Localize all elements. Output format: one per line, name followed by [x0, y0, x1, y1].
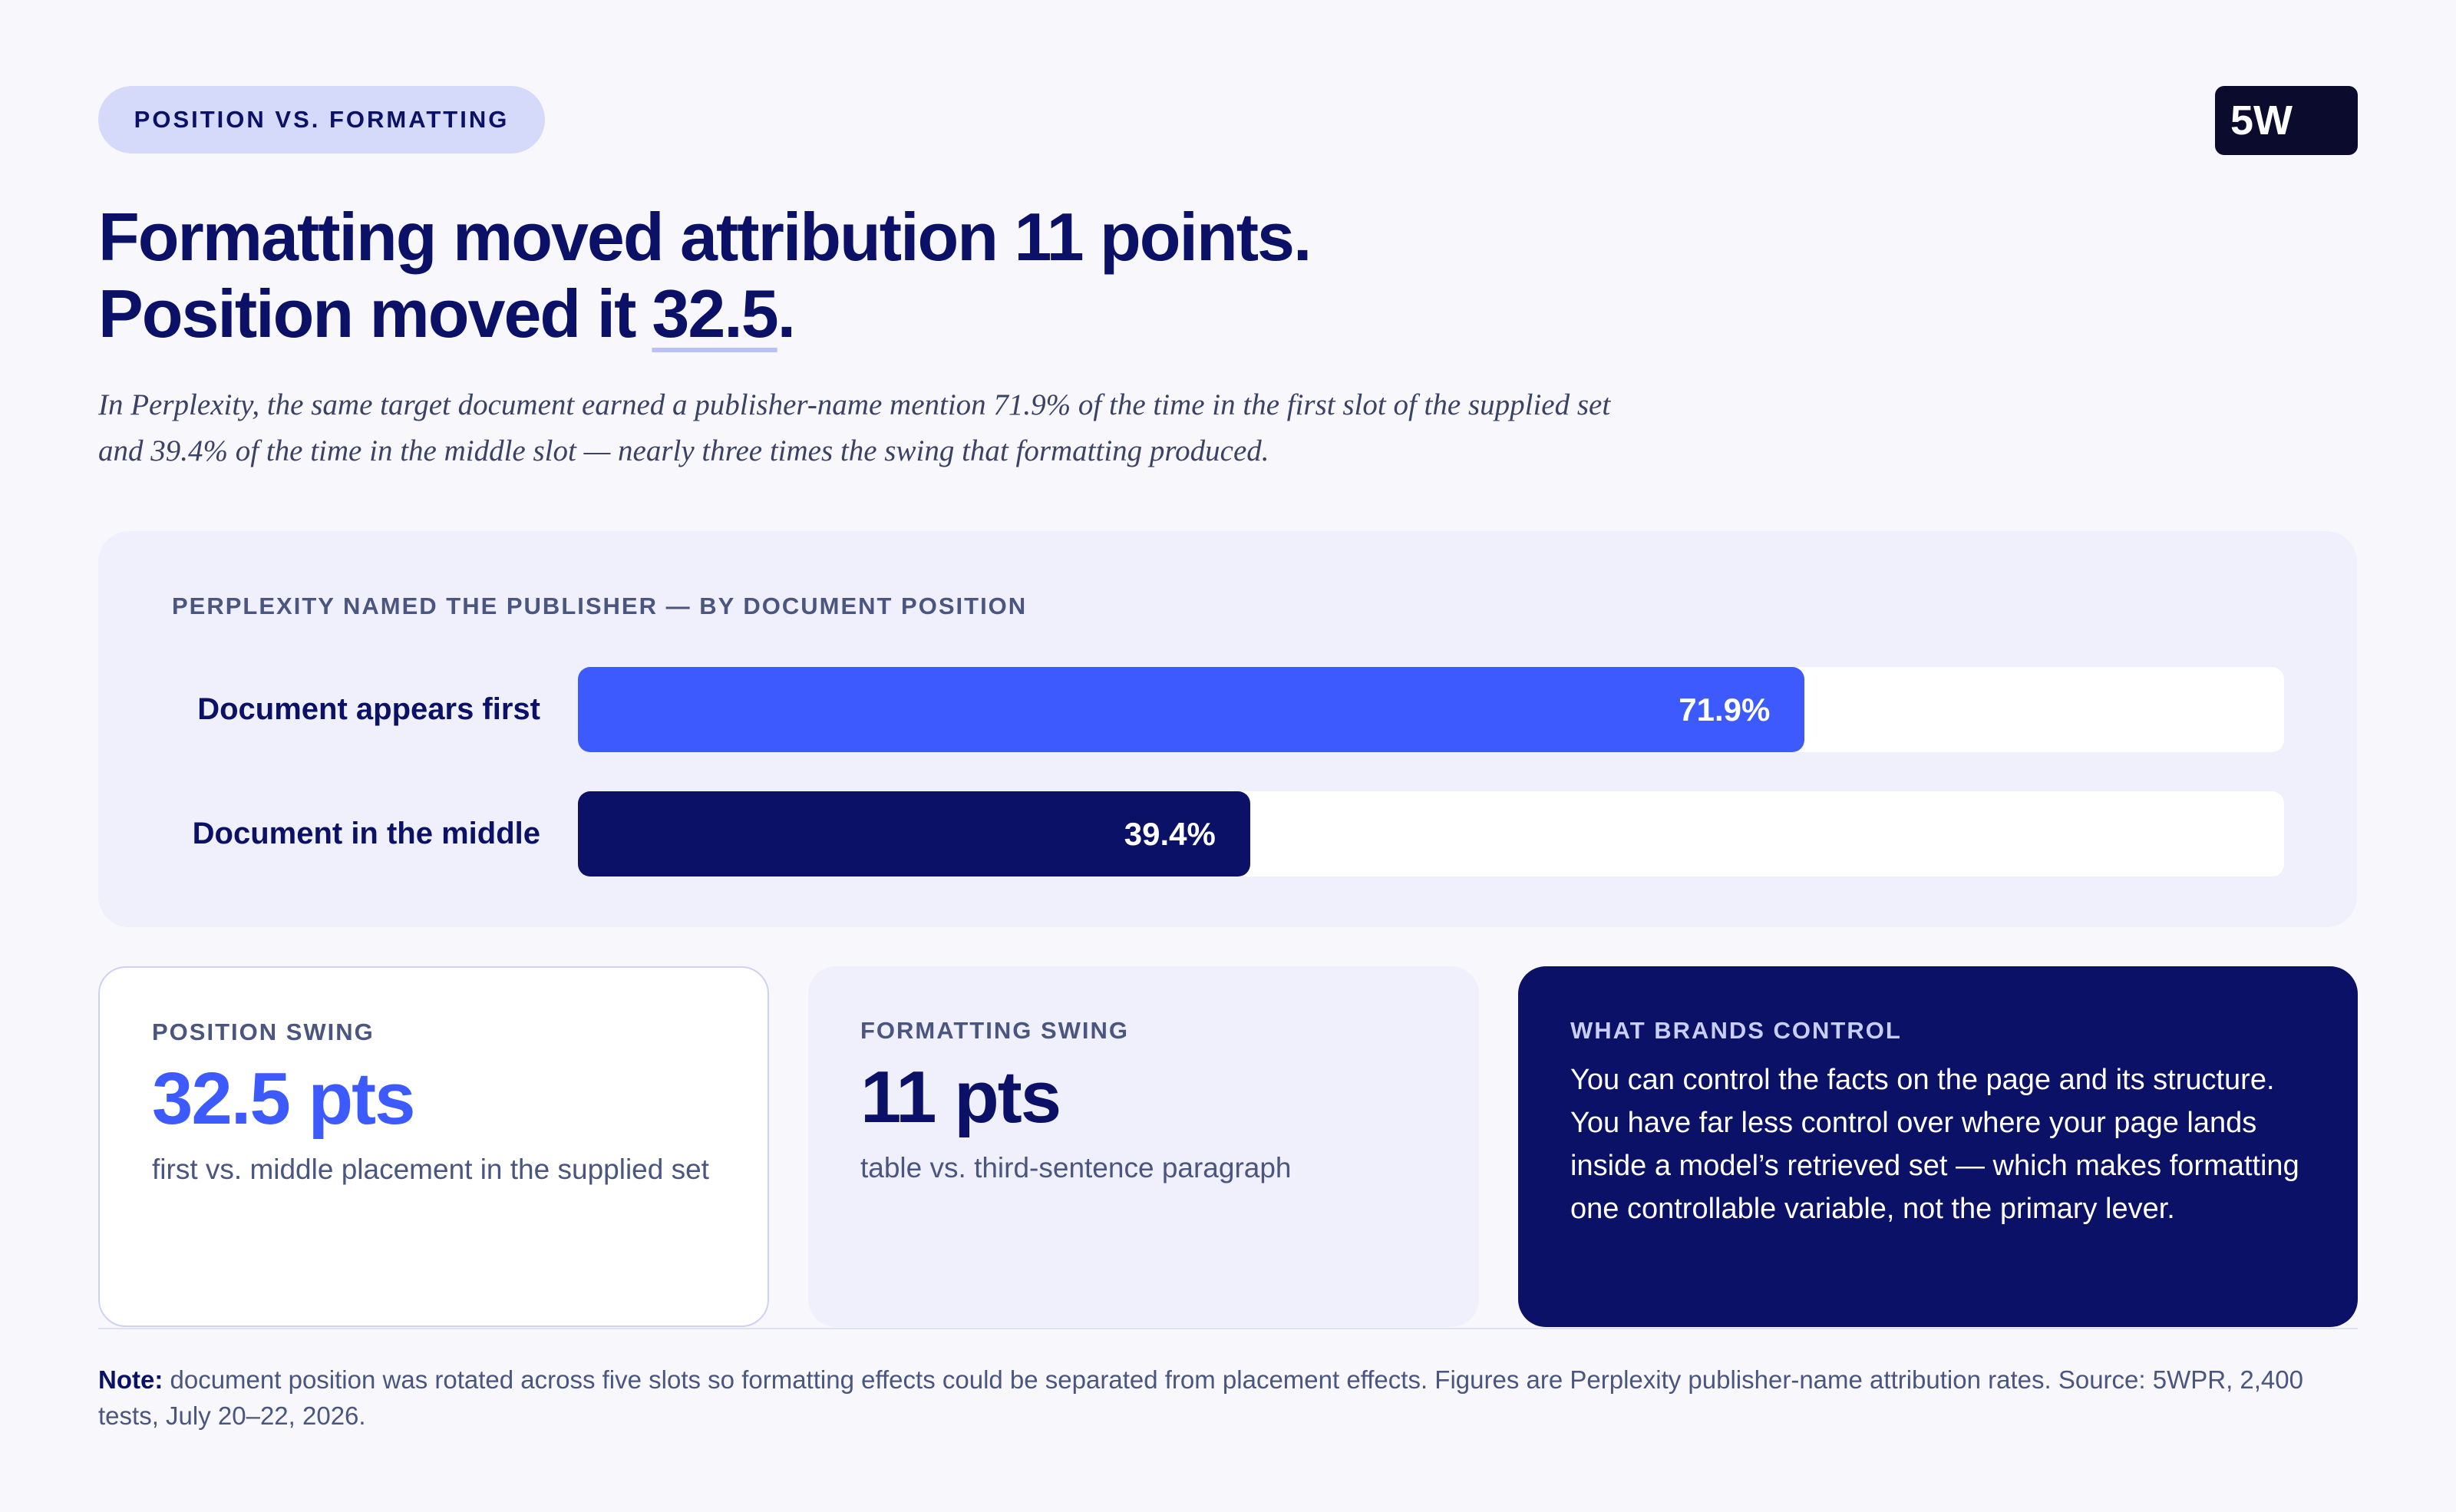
- card: WHAT BRANDS CONTROL You can control the …: [1518, 966, 2358, 1327]
- chart-title: PERPLEXITY NAMED THE PUBLISHER — BY DOCU…: [172, 593, 1028, 619]
- bar: [578, 667, 1805, 752]
- category-label: Document appears first: [197, 692, 540, 726]
- divider: [98, 1328, 2358, 1329]
- card-value: 11 pts: [860, 1056, 1061, 1138]
- logo: 5W: [2215, 86, 2358, 155]
- note-lead: Note:: [98, 1365, 163, 1394]
- bar: [578, 791, 1250, 876]
- card-text: table vs. third-sentence paragraph: [860, 1152, 1292, 1184]
- card-text: first vs. middle placement in the suppli…: [152, 1154, 709, 1185]
- category-label: Document in the middle: [192, 817, 540, 850]
- headline: Formatting moved attribution 11 points.: [98, 199, 1312, 275]
- card-label: WHAT BRANDS CONTROL: [1570, 1017, 1902, 1044]
- card: FORMATTING SWING 11 pts table vs. third-…: [808, 966, 1479, 1327]
- subtitle: In Perplexity, the same target document …: [98, 388, 1611, 467]
- card-value: 32.5 pts: [152, 1058, 416, 1140]
- headline: Position moved it 32.5.: [98, 275, 796, 353]
- headline-lead: Position moved it: [98, 276, 636, 352]
- note-text: document position was rotated across fiv…: [98, 1365, 2303, 1430]
- value-label: 71.9%: [1679, 691, 1771, 728]
- card: POSITION SWING 32.5 pts first vs. middle…: [98, 966, 769, 1327]
- badge: POSITION VS. FORMATTING: [98, 86, 545, 154]
- value-label: 39.4%: [1124, 815, 1216, 852]
- card-text: You can control the facts on the page an…: [1570, 1064, 2299, 1225]
- card-label: POSITION SWING: [152, 1018, 375, 1045]
- headline-end: .: [777, 276, 796, 352]
- headline-emphasis: 32.5: [652, 276, 778, 352]
- note: Note: document position was rotated acro…: [98, 1362, 2370, 1434]
- card-label: FORMATTING SWING: [860, 1017, 1129, 1044]
